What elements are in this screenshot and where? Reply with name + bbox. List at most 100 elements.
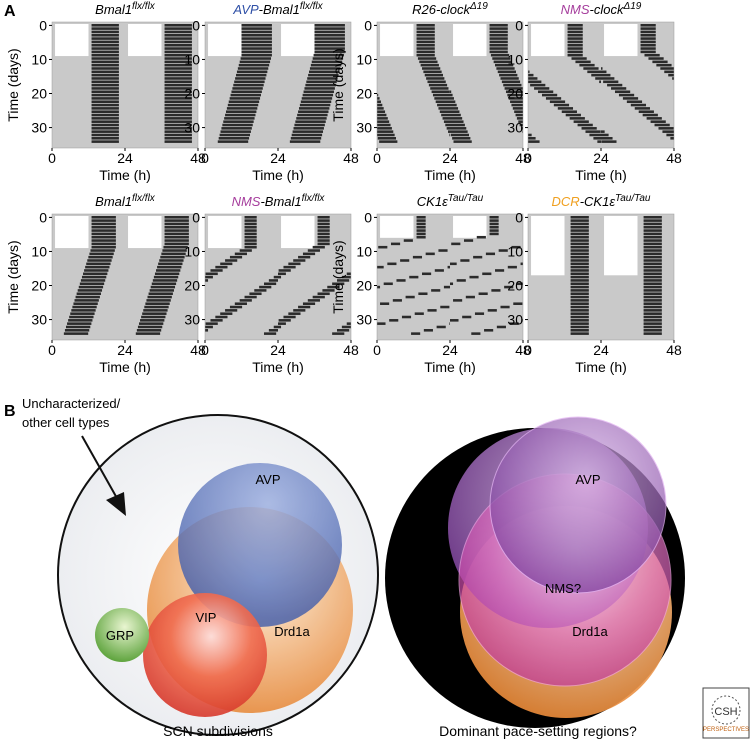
activity [643,275,662,279]
grp-region [95,608,149,662]
activity [575,60,591,64]
activity [570,292,589,296]
activity [595,77,601,80]
activity [416,235,426,239]
activity [215,265,228,269]
activity [570,299,589,302]
activity [403,239,413,242]
activity [164,117,192,120]
activity [380,302,390,305]
activity [317,235,330,239]
activity [91,83,119,87]
activity [436,325,446,329]
activity [91,30,119,34]
activity [91,73,119,77]
light-phase [531,216,565,276]
activity [643,312,662,315]
activity [143,309,168,312]
activity [156,269,181,272]
activity [239,249,252,252]
activity [427,309,437,312]
y-tick-label: 30 [507,312,523,328]
activity [570,255,589,259]
activity [522,319,523,322]
activity [91,222,116,226]
activity [164,216,189,219]
title-part: CK1ε [417,194,448,209]
activity [643,305,662,309]
y-tick-label: 20 [31,86,47,102]
activity [427,80,446,84]
x-tick-label: 48 [190,342,206,358]
activity [226,107,258,110]
light-phase [453,24,487,57]
activity [643,262,662,266]
activity [643,332,662,335]
light-phase [604,24,638,57]
activity [377,103,383,107]
activity [462,315,472,319]
y-tick-label: 10 [184,51,200,67]
activity [589,133,601,137]
activity [643,302,662,305]
activity [456,279,466,282]
activity [205,279,209,282]
activity [530,83,546,87]
activity [509,322,519,325]
activity [412,255,423,259]
region-label: AVP [575,472,600,487]
x-tick-label: 24 [270,150,286,166]
activity [643,242,662,246]
activity [428,83,448,87]
activity [225,309,238,312]
activity [489,216,499,219]
activity [91,50,119,54]
activity [442,117,450,120]
activity [377,110,386,113]
title-part: Tau/Tau [448,193,484,204]
activity [278,272,286,276]
activity [244,232,257,236]
activity [452,137,471,140]
light-phase [208,216,242,249]
activity [307,77,338,80]
activity [432,93,450,97]
y-axis-label: Time (days) [330,48,346,121]
y-tick-label: 0 [364,209,372,225]
activity [387,262,397,266]
arrow [81,435,119,501]
activity [264,332,277,335]
activity [587,70,601,74]
activity [241,50,272,54]
activity [420,63,439,67]
activity [489,37,508,40]
activity [140,319,165,322]
activity [640,40,656,44]
activity [511,103,523,107]
activity [489,27,508,30]
activity [450,127,467,130]
activity [489,50,508,54]
activity [236,70,268,74]
activity [567,53,583,57]
activity [91,27,119,30]
activity [283,315,296,319]
activity [614,90,631,94]
activity [164,37,192,40]
activity [601,137,613,140]
activity [573,120,589,123]
activity [290,137,322,140]
activity [144,305,169,309]
activity [528,140,540,143]
activity [241,53,272,57]
activity [293,259,306,262]
activity [303,90,334,94]
activity [241,47,272,50]
activity [278,269,291,272]
activity [297,113,328,117]
activity [423,70,442,74]
activity [229,305,243,309]
y-tick-label: 0 [192,17,200,33]
activity [489,40,508,44]
activity [484,329,494,332]
